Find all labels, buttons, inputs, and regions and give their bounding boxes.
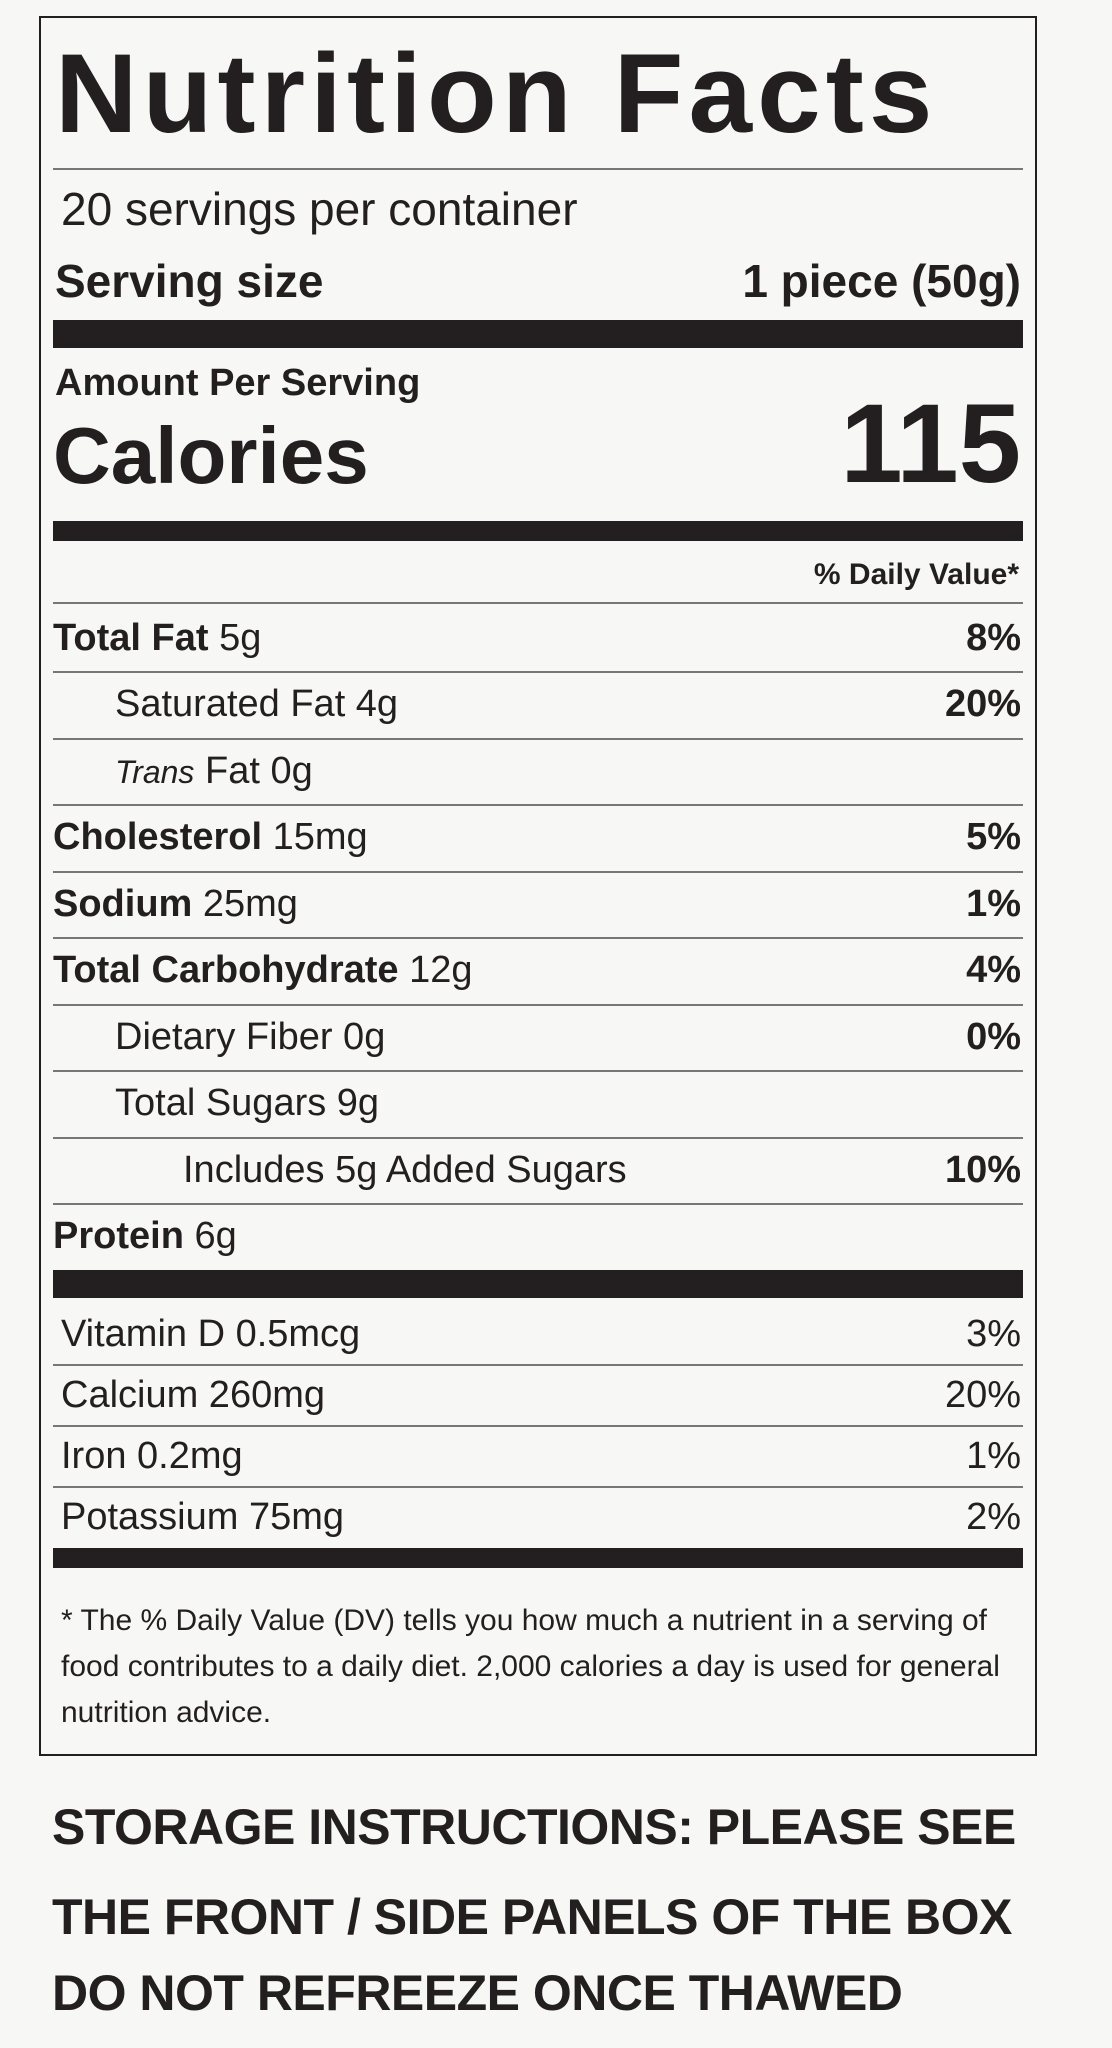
vitamin-daily-value: 1%	[966, 1434, 1021, 1477]
amount-per-serving: Amount Per Serving	[55, 362, 421, 404]
nutrient-amount: 12g	[398, 949, 473, 991]
divider	[53, 737, 1023, 740]
divider	[53, 1003, 1023, 1006]
footnote: * The % Daily Value (DV) tells you how m…	[61, 1604, 1000, 1729]
divider	[53, 804, 1023, 806]
serving-size-label: Serving size	[55, 255, 324, 307]
nutrition-facts-panel: Nutrition Facts 20 servings per containe…	[39, 16, 1037, 1756]
nutrient-name-bold: Total Carbohydrate	[53, 949, 399, 991]
nutrient-row: Includes 5g Added Sugars 10%	[53, 1138, 1021, 1202]
daily-value-header: % Daily Value*	[813, 558, 1019, 591]
thick-divider	[53, 1548, 1023, 1568]
nutrient-row: Total Sugars 9g	[53, 1072, 1021, 1136]
storage-line-2: THE FRONT / SIDE PANELS OF THE BOX	[52, 1889, 1012, 1945]
vitamin-name: Iron 0.2mg	[61, 1434, 243, 1477]
nutrient-name: Saturated Fat 4g	[53, 683, 398, 726]
nutrient-daily-value: 1%	[966, 882, 1021, 925]
nutrient-daily-value: 10%	[944, 1148, 1021, 1191]
nutrient-name-bold: Protein	[53, 1215, 184, 1257]
servings-per-container: 20 servings per container	[61, 183, 578, 235]
vitamin-row: Vitamin D 0.5mcg 3%	[61, 1302, 1021, 1366]
nutrient-amount: Dietary Fiber 0g	[115, 1015, 386, 1058]
divider	[53, 1136, 1023, 1139]
vitamin-row: Iron 0.2mg 1%	[61, 1424, 1021, 1488]
nutrient-name-bold: Total Fat	[53, 616, 209, 659]
nutrient-daily-value: 4%	[966, 949, 1021, 991]
divider	[53, 168, 1023, 170]
thick-divider	[53, 1270, 1023, 1298]
nutrient-name: Trans Fat 0g	[53, 750, 313, 793]
nutrient-row: Cholesterol 15mg 5%	[53, 806, 1021, 870]
vitamin-daily-value: 3%	[966, 1312, 1021, 1355]
divider	[53, 1364, 1023, 1366]
divider	[53, 937, 1023, 939]
divider	[53, 671, 1023, 673]
nutrient-daily-value: 0%	[966, 1015, 1021, 1058]
nutrient-amount: 5g	[208, 616, 262, 659]
nutrient-name-italic: Trans	[115, 753, 195, 790]
nutrient-row: Total Fat 5g 8%	[53, 606, 1021, 670]
vitamin-daily-value: 2%	[966, 1495, 1021, 1538]
vitamin-name: Calcium 260mg	[61, 1373, 325, 1416]
nutrient-amount: 6g	[183, 1215, 237, 1257]
storage-line-1: STORAGE INSTRUCTIONS: PLEASE SEE	[52, 1799, 1016, 1855]
nutrient-row: Protein 6g	[53, 1205, 1021, 1269]
divider	[53, 1203, 1023, 1205]
vitamin-row: Potassium 75mg 2%	[61, 1485, 1021, 1549]
nutrient-name-bold: Cholesterol	[53, 816, 263, 858]
label-title: Nutrition Facts	[55, 31, 938, 156]
nutrient-name: Total Fat 5g	[53, 617, 261, 660]
nutrient-row: Trans Fat 0g	[53, 739, 1021, 803]
nutrient-name: Total Sugars 9g	[53, 1082, 379, 1125]
vitamin-row: Calcium 260mg 20%	[61, 1363, 1021, 1427]
nutrient-amount: Fat 0g	[194, 749, 313, 792]
storage-line-3: DO NOT REFREEZE ONCE THAWED	[52, 1965, 903, 2021]
nutrient-name: Total Carbohydrate 12g	[53, 949, 473, 992]
thick-divider	[53, 521, 1023, 541]
nutrient-name: Includes 5g Added Sugars	[53, 1149, 627, 1192]
divider	[53, 1070, 1023, 1072]
nutrient-row: Dietary Fiber 0g 0%	[53, 1005, 1021, 1069]
vitamin-daily-value: 20%	[944, 1373, 1021, 1416]
nutrient-daily-value: 20%	[944, 683, 1021, 725]
nutrient-row: Total Carbohydrate 12g 4%	[53, 939, 1021, 1003]
nutrient-name: Sodium 25mg	[53, 883, 298, 926]
nutrient-amount: 15mg	[262, 816, 368, 858]
divider	[53, 1486, 1023, 1488]
divider	[53, 870, 1023, 873]
vitamin-name: Vitamin D 0.5mcg	[61, 1312, 361, 1355]
nutrient-amount: Total Sugars 9g	[115, 1082, 380, 1124]
vitamin-name: Potassium 75mg	[61, 1495, 345, 1538]
calories-value: 115	[840, 381, 1021, 506]
nutrient-amount: Includes 5g Added Sugars	[183, 1148, 627, 1191]
nutrient-row: Sodium 25mg 1%	[53, 872, 1021, 936]
calories-label: Calories	[53, 411, 369, 500]
nutrient-amount: Saturated Fat 4g	[115, 683, 399, 725]
nutrient-daily-value: 8%	[966, 616, 1021, 659]
nutrient-name: Cholesterol 15mg	[53, 816, 368, 859]
nutrient-amount: 25mg	[192, 882, 298, 925]
serving-size-value: 1 piece (50g)	[742, 255, 1021, 307]
nutrient-name: Dietary Fiber 0g	[53, 1016, 385, 1059]
nutrient-name-bold: Sodium	[53, 882, 193, 925]
nutrient-row: Saturated Fat 4g 20%	[53, 673, 1021, 737]
divider	[53, 1425, 1023, 1427]
nutrient-daily-value: 5%	[966, 816, 1021, 858]
divider	[53, 602, 1023, 604]
nutrient-name: Protein 6g	[53, 1215, 237, 1258]
thick-divider	[53, 320, 1023, 348]
